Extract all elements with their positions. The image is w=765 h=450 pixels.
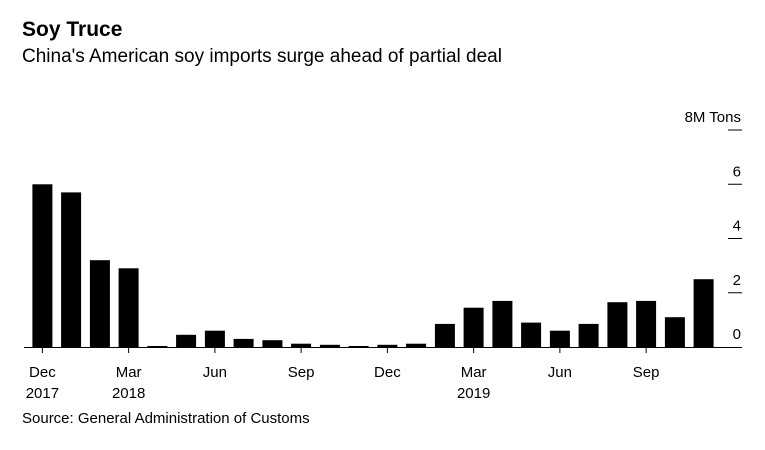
y-tick-label: 4 — [733, 218, 741, 235]
chart-subtitle: China's American soy imports surge ahead… — [22, 46, 502, 67]
x-tick-year-label: 2019 — [457, 385, 490, 402]
bar-2018-10 — [319, 344, 340, 347]
y-tick-label: 0 — [733, 326, 741, 343]
x-tick-label: Jun — [203, 364, 227, 381]
bar-2018-06 — [204, 330, 225, 347]
bar-2019-08 — [607, 302, 628, 347]
bar-2019-01 — [406, 343, 427, 347]
x-tick-label: Sep — [633, 364, 660, 381]
bar-2018-05 — [176, 334, 197, 347]
bar-2019-09 — [636, 300, 657, 347]
bar-2018-07 — [233, 338, 254, 347]
bar-2019-07 — [578, 323, 599, 347]
y-tick-label: 8M Tons — [685, 109, 741, 126]
x-tick-label: Mar — [461, 364, 487, 381]
x-tick-year-label: 2018 — [112, 385, 145, 402]
y-axis: 0 2 4 6 8M Tons — [685, 109, 742, 343]
chart-title: Soy Truce — [22, 18, 123, 41]
x-tick-label: Jun — [548, 364, 572, 381]
source-note: Source: General Administration of Custom… — [22, 410, 310, 427]
bar-2018-04 — [147, 346, 168, 347]
bar-2018-09 — [291, 343, 312, 347]
x-tick-label: Sep — [288, 364, 315, 381]
bar-2018-01 — [61, 192, 82, 347]
bar-2018-03 — [118, 268, 139, 347]
x-tick-year-label: 2017 — [26, 385, 59, 402]
bar-2017-12 — [32, 184, 53, 348]
bar-2018-08 — [262, 340, 283, 347]
y-tick-label: 6 — [733, 163, 741, 180]
bar-2019-11 — [693, 279, 714, 347]
bar-2019-04 — [492, 300, 513, 347]
bar-2018-11 — [348, 346, 369, 347]
bar-2019-10 — [664, 317, 685, 347]
x-tick-label: Dec — [374, 364, 401, 381]
bar-2019-03 — [463, 307, 484, 347]
bar-group — [32, 184, 714, 348]
bar-2019-02 — [434, 323, 455, 347]
x-tick-label: Mar — [116, 364, 142, 381]
bar-2018-02 — [89, 260, 110, 347]
y-tick-label: 2 — [733, 272, 741, 289]
bar-2019-06 — [549, 330, 570, 347]
bar-2018-12 — [377, 344, 398, 347]
x-axis: Dec 2017 Mar 2018 Jun Sep Dec Mar 2019 Jun Sep — [24, 347, 742, 402]
bar-2019-05 — [521, 322, 542, 347]
x-tick-label: Dec — [29, 364, 56, 381]
